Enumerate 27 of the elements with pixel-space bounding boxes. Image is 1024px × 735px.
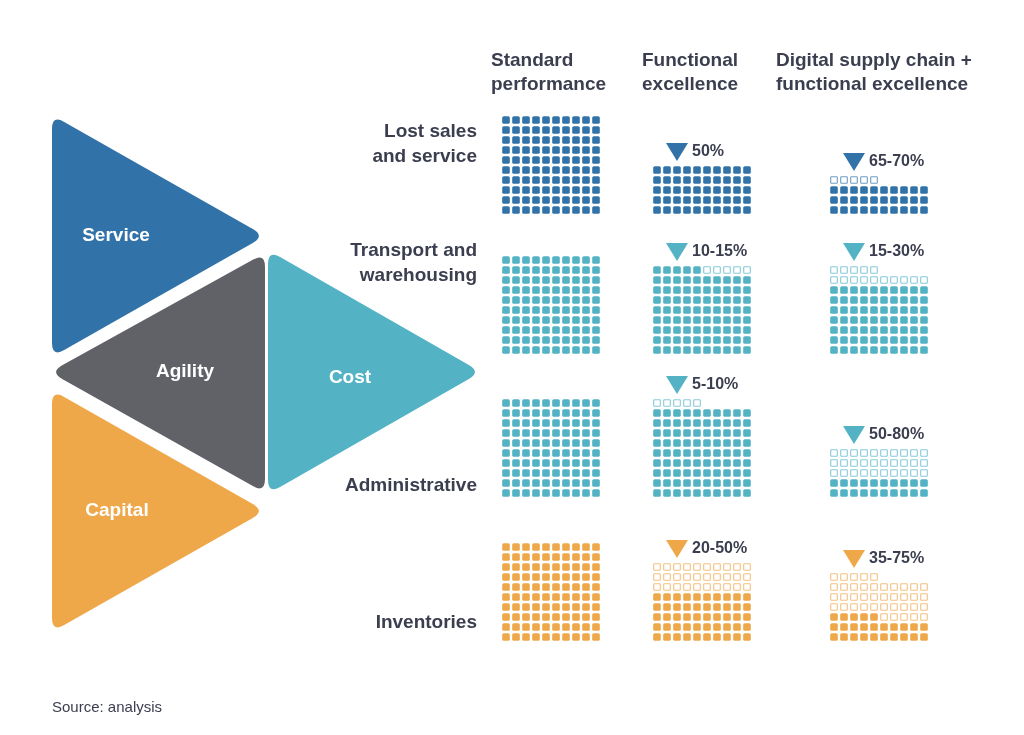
text: Capital [85,499,149,521]
category-label: Lost sales and service [372,119,477,166]
category-label: Inventories [375,611,477,633]
data-label: 65- [869,152,893,170]
text: Digital supply chain + functional excellence [776,49,972,95]
data-label: 80% [892,425,925,443]
data-label: 30% [892,242,925,260]
data-label: 50% [715,539,748,557]
data-label: 15- [869,242,893,260]
data-label: 70% [892,152,925,170]
data-label: 35- [869,549,893,567]
text: Service [82,224,150,246]
text: Cost [328,366,372,388]
data-label: 5- [692,375,707,393]
category-label: Transport and warehousing [350,239,477,286]
data-label: 10% [706,375,739,393]
text: Standard performance [491,49,607,95]
data-label: 50- [869,425,893,443]
text: Functional excellence [642,49,739,95]
source-note: Source: analysis [52,698,163,716]
category-label: Administrative [345,474,477,496]
data-label: 20- [692,539,716,557]
data-label: 10- [692,242,716,260]
data-label: 50% [692,142,725,160]
text: Agility [155,360,215,382]
data-label: 75% [892,549,925,567]
data-label: 15% [715,242,748,260]
